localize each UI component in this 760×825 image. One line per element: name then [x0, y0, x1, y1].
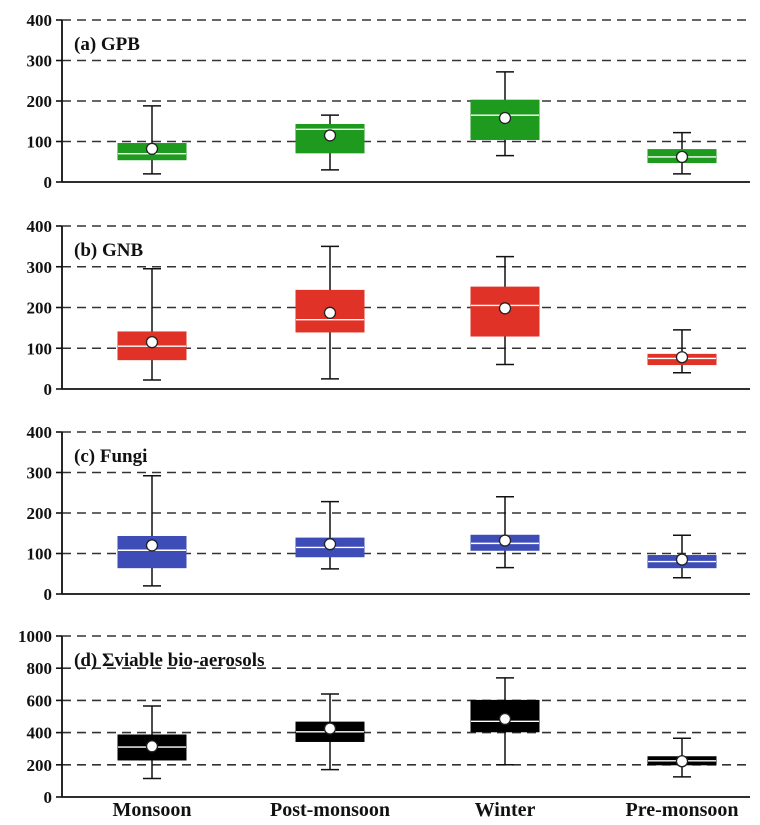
mean-marker: [145, 539, 159, 552]
chart-panel: 0 100 200 300 400 (a) GPB: [27, 11, 750, 192]
y-tick-label: 400: [27, 11, 53, 30]
mean-marker: [145, 740, 159, 753]
y-tick-label: 100: [27, 339, 53, 358]
box-group: [647, 329, 717, 374]
y-tick-label: 800: [27, 659, 53, 678]
y-tick-label: 600: [27, 691, 53, 710]
panel-title: (b) GNB: [74, 240, 143, 261]
box-group: [295, 114, 365, 171]
box-group: [295, 693, 365, 771]
mean-marker: [675, 755, 689, 768]
y-tick-label: 0: [44, 788, 53, 807]
chart-panel: 0 100 200 300 400 (c) Fungi: [27, 423, 750, 604]
box-group: [117, 105, 187, 175]
mean-marker: [498, 302, 512, 315]
y-tick-label: 400: [27, 217, 53, 236]
x-axis-category-labels: Monsoon Post-monsoon Winter Pre-monsoon: [113, 799, 739, 821]
y-tick-label: 400: [27, 724, 53, 743]
y-tick-label: 300: [27, 258, 53, 277]
box-group: [117, 705, 187, 780]
box-group: [470, 496, 540, 569]
mean-marker: [323, 538, 337, 551]
box-group: [647, 534, 717, 579]
y-tick-label: 200: [27, 92, 53, 111]
y-tick-label: 200: [27, 299, 53, 318]
panel-title: (c) Fungi: [74, 446, 147, 467]
mean-marker: [323, 306, 337, 319]
y-tick-label: 100: [27, 545, 53, 564]
mean-marker: [145, 335, 159, 349]
y-tick-label: 300: [27, 464, 53, 483]
box-group: [647, 737, 717, 778]
x-category-label: Monsoon: [113, 799, 192, 821]
y-tick-label: 0: [44, 585, 53, 604]
iqr-box: [117, 535, 187, 569]
y-tick-label: 300: [27, 52, 53, 71]
box-group: [470, 677, 540, 766]
mean-marker: [675, 553, 689, 566]
mean-marker: [675, 351, 689, 364]
x-category-label: Pre-monsoon: [626, 799, 739, 821]
chart-panel: 0 100 200 300 400 (b) GNB: [27, 217, 750, 399]
box-group: [117, 268, 187, 381]
y-tick-label: 100: [27, 133, 53, 152]
mean-marker: [323, 129, 337, 142]
box-group: [295, 500, 365, 570]
mean-marker: [675, 150, 689, 164]
panel-title: (a) GPB: [74, 34, 140, 55]
y-tick-label: 200: [27, 756, 53, 775]
panel-title: (d) Σviable bio-aerosols: [74, 650, 264, 671]
mean-marker: [498, 534, 512, 547]
box-group: [647, 131, 717, 175]
y-tick-label: 1000: [18, 627, 52, 646]
chart-panel: 0 200 400 600 800 1000 (d) Σviable bio-aerosol…: [18, 627, 750, 807]
x-category-label: Post-monsoon: [270, 799, 390, 821]
x-category-label: Winter: [475, 799, 536, 821]
box-group: [470, 71, 540, 157]
y-tick-label: 400: [27, 423, 53, 442]
box-group: [470, 255, 540, 366]
iqr-box: [470, 699, 540, 733]
box-group: [117, 474, 187, 587]
mean-marker: [498, 712, 512, 726]
y-tick-label: 0: [44, 173, 53, 192]
y-tick-label: 0: [44, 380, 53, 399]
mean-marker: [145, 142, 159, 155]
y-tick-label: 200: [27, 504, 53, 523]
mean-marker: [498, 111, 512, 125]
mean-marker: [323, 722, 337, 735]
box-group: [295, 245, 365, 380]
